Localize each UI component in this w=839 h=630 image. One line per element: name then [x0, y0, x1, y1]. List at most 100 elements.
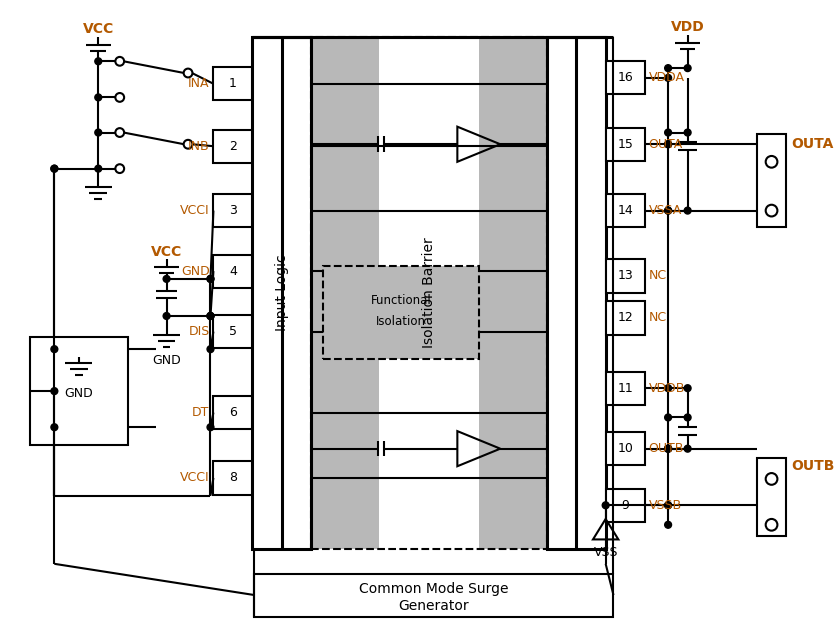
Text: DIS: DIS	[188, 325, 210, 338]
Text: VSSB: VSSB	[649, 499, 682, 512]
Text: VDD: VDD	[670, 20, 705, 34]
Text: VCCI: VCCI	[180, 471, 210, 484]
Circle shape	[664, 207, 671, 214]
Bar	[606, 489, 644, 522]
Circle shape	[685, 207, 691, 214]
Text: VCC: VCC	[83, 22, 114, 36]
Text: NC: NC	[649, 311, 667, 324]
Circle shape	[51, 387, 58, 394]
Text: VDDA: VDDA	[649, 71, 685, 84]
Text: 12: 12	[618, 311, 633, 324]
Text: VCCI: VCCI	[180, 204, 210, 217]
Circle shape	[664, 502, 671, 508]
Circle shape	[664, 141, 671, 147]
Circle shape	[184, 69, 192, 77]
Circle shape	[207, 424, 214, 431]
Circle shape	[207, 346, 214, 353]
Bar	[757, 459, 786, 537]
Text: Generator: Generator	[399, 598, 469, 613]
Text: 9: 9	[621, 499, 629, 512]
Text: 11: 11	[618, 382, 633, 394]
Circle shape	[664, 74, 671, 81]
Text: 15: 15	[618, 138, 633, 151]
Circle shape	[207, 312, 214, 319]
Bar	[213, 255, 253, 288]
Bar	[311, 37, 379, 549]
Text: 2: 2	[229, 140, 237, 152]
Text: VSS: VSS	[593, 546, 618, 559]
Circle shape	[766, 473, 778, 484]
Bar	[213, 315, 253, 348]
Text: GND: GND	[65, 387, 93, 399]
Text: 3: 3	[229, 204, 237, 217]
Circle shape	[766, 519, 778, 530]
Circle shape	[115, 93, 124, 102]
Circle shape	[766, 156, 778, 168]
Text: Input Logic: Input Logic	[274, 255, 289, 331]
Circle shape	[207, 275, 214, 282]
Bar	[213, 461, 253, 495]
Circle shape	[766, 205, 778, 217]
Bar	[757, 134, 786, 227]
Bar	[253, 37, 311, 549]
Circle shape	[664, 414, 671, 421]
Circle shape	[184, 140, 192, 149]
Text: VCC: VCC	[151, 244, 182, 258]
Circle shape	[664, 385, 671, 392]
Circle shape	[664, 445, 671, 452]
Text: OUTB: OUTB	[791, 459, 835, 473]
Circle shape	[664, 65, 671, 72]
Text: OUTA: OUTA	[791, 137, 833, 151]
Text: VSSA: VSSA	[649, 204, 682, 217]
Bar	[213, 130, 253, 163]
Bar	[606, 432, 644, 466]
Bar	[479, 37, 547, 549]
Circle shape	[664, 522, 671, 528]
Circle shape	[685, 65, 691, 72]
Text: DT: DT	[192, 406, 210, 419]
Text: 4: 4	[229, 265, 237, 278]
Bar	[213, 194, 253, 227]
Circle shape	[95, 94, 102, 101]
Bar	[606, 128, 644, 161]
Circle shape	[602, 502, 609, 508]
Circle shape	[51, 165, 58, 172]
Circle shape	[685, 129, 691, 136]
Circle shape	[685, 445, 691, 452]
Bar	[606, 301, 644, 335]
Circle shape	[95, 165, 102, 172]
Text: 1: 1	[229, 77, 237, 90]
Text: GND: GND	[152, 354, 181, 367]
Text: GND: GND	[180, 265, 210, 278]
Circle shape	[95, 129, 102, 136]
Bar	[606, 372, 644, 404]
Bar	[213, 396, 253, 429]
Circle shape	[95, 58, 102, 65]
Circle shape	[115, 128, 124, 137]
Text: Functional: Functional	[370, 294, 431, 307]
Text: Common Mode Surge: Common Mode Surge	[359, 582, 508, 596]
Text: VDDB: VDDB	[649, 382, 685, 394]
Bar	[547, 37, 606, 549]
Bar	[311, 37, 547, 549]
Circle shape	[664, 445, 671, 452]
Text: INB: INB	[188, 140, 210, 152]
Text: 10: 10	[618, 442, 633, 455]
Bar	[606, 61, 644, 94]
Text: INA: INA	[188, 77, 210, 90]
Circle shape	[207, 312, 214, 319]
Text: Isolation Barrier: Isolation Barrier	[422, 237, 436, 348]
Circle shape	[664, 129, 671, 136]
Text: 16: 16	[618, 71, 633, 84]
Circle shape	[115, 57, 124, 66]
Bar	[323, 266, 479, 359]
Circle shape	[51, 165, 58, 172]
Circle shape	[51, 424, 58, 431]
Text: 13: 13	[618, 270, 633, 282]
Text: OUTA: OUTA	[649, 138, 683, 151]
Circle shape	[664, 502, 671, 508]
Bar	[254, 573, 613, 617]
Text: 6: 6	[229, 406, 237, 419]
Text: 14: 14	[618, 204, 633, 217]
Circle shape	[163, 312, 170, 319]
